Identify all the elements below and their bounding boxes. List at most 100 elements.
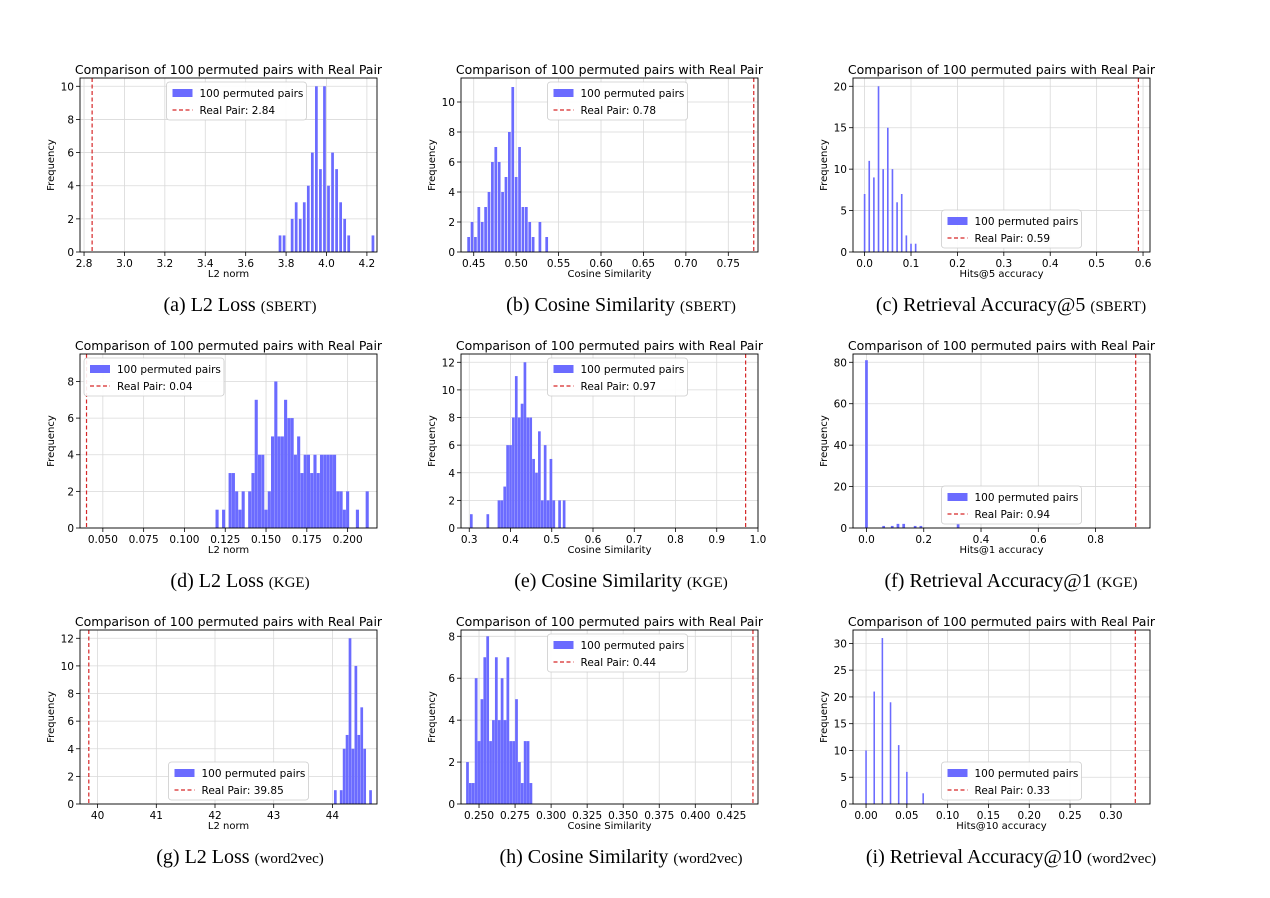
x-tick-label: 0.0 (856, 258, 873, 270)
histogram-bar (371, 235, 375, 252)
x-tick-label: 0.400 (680, 810, 710, 822)
legend: 100 permuted pairs Real Pair: 0.33 (941, 761, 1082, 801)
histogram-bar (313, 454, 317, 528)
x-tick-label: 0.0 (858, 534, 875, 546)
histogram-bar (483, 657, 487, 804)
y-tick-label: 4 (67, 744, 74, 756)
chart-title: Comparison of 100 permuted pairs with Re… (456, 614, 764, 629)
histogram-bar (900, 194, 903, 252)
x-tick-label: 0.00 (854, 810, 877, 822)
histogram-bar (520, 403, 524, 528)
y-tick-label: 4 (67, 181, 74, 193)
histogram-bar (914, 243, 917, 252)
y-axis-label: Frequency (46, 139, 57, 191)
histogram-bar (922, 793, 924, 804)
histogram-bar (319, 169, 322, 252)
y-tick-label: 10 (442, 385, 455, 397)
histogram-bar (294, 202, 298, 252)
x-tick-label: 0.275 (500, 810, 530, 822)
y-tick-label: 4 (448, 715, 455, 727)
histogram-bar (287, 418, 291, 528)
histogram-bar (360, 707, 364, 804)
caption-sub: (word2vec) (1087, 851, 1156, 867)
histogram-bar (339, 790, 343, 804)
histogram-bar (905, 235, 908, 252)
x-tick-label: 0.05 (895, 810, 918, 822)
y-tick-label: 20 (834, 482, 847, 494)
histogram-bar (323, 454, 327, 528)
y-tick-label: 2 (448, 217, 455, 229)
chart-title: Comparison of 100 permuted pairs with Re… (848, 338, 1156, 353)
legend-label-hist: 100 permuted pairs (202, 768, 306, 780)
histogram-bar (319, 454, 324, 528)
histogram-bar (509, 741, 513, 804)
y-tick-label: 15 (834, 123, 847, 135)
x-tick-label: 0.425 (716, 810, 746, 822)
x-tick-label: 0.050 (88, 534, 118, 546)
legend-box (547, 81, 688, 121)
chart-title: Comparison of 100 permuted pairs with Re… (848, 62, 1156, 77)
histogram-bar (886, 127, 889, 252)
subfigure-caption: (f) Retrieval Accuracy@1 (KGE) (884, 570, 1137, 592)
chart-title: Comparison of 100 permuted pairs with Re… (848, 614, 1156, 629)
caption-main: (a) L2 Loss (164, 294, 256, 316)
y-tick-label: 2 (67, 771, 74, 783)
histogram-bar (331, 152, 334, 252)
histogram-bar (891, 169, 894, 252)
legend: 100 permuted pairs Real Pair: 0.04 (83, 357, 225, 397)
histogram-bar (514, 177, 518, 252)
histogram-bar (562, 500, 566, 528)
y-tick-label: 0 (448, 523, 455, 535)
histogram-bar (489, 741, 492, 804)
histogram-bar (274, 381, 278, 528)
x-tick-label: 43 (267, 810, 280, 822)
histogram-bar (538, 431, 541, 528)
x-tick-label: 40 (91, 810, 104, 822)
y-tick-label: 10 (442, 97, 455, 109)
caption-sub: (SBERT) (261, 299, 317, 315)
histogram-bar (486, 514, 490, 528)
x-tick-label: 3.4 (197, 258, 214, 270)
histogram-bar (882, 525, 886, 528)
histogram-bar (521, 207, 525, 252)
axes-frame (460, 77, 759, 253)
histogram-bar (298, 218, 302, 252)
histogram-bar (896, 202, 898, 252)
legend-label-hist: 100 permuted pairs (975, 768, 1079, 780)
y-tick-label: 5 (840, 772, 847, 784)
histogram-bar (535, 472, 538, 528)
legend-label-real-pair: Real Pair: 0.78 (581, 105, 657, 117)
histogram-bar (357, 734, 361, 804)
x-tick-label: 0.6 (1135, 258, 1152, 270)
histogram-bar (511, 87, 515, 252)
histogram-bar (469, 514, 473, 528)
histogram-bar (466, 762, 469, 804)
legend-label-real-pair: Real Pair: 0.97 (581, 381, 657, 393)
legend-label-real-pair: Real Pair: 0.59 (975, 233, 1051, 245)
histogram-bar (329, 454, 333, 528)
caption-main: (h) Cosine Similarity (499, 846, 668, 868)
histogram-bar (241, 491, 245, 528)
x-tick-label: 0.10 (936, 810, 959, 822)
x-tick-label: 0.75 (717, 258, 740, 270)
x-tick-label: 1.0 (750, 534, 767, 546)
x-tick-label: 0.350 (608, 810, 638, 822)
y-axis-label: Frequency (46, 691, 57, 743)
legend: 100 permuted pairs Real Pair: 39.85 (168, 761, 309, 801)
legend-label-real-pair: Real Pair: 2.84 (200, 105, 276, 117)
histogram-bar (474, 678, 478, 804)
histogram-bar (546, 500, 550, 528)
histogram-bar (323, 86, 326, 253)
histogram-bar (524, 207, 528, 252)
x-axis-label: Cosine Similarity (567, 545, 651, 556)
histogram-bar (290, 418, 294, 528)
legend-label-hist: 100 permuted pairs (117, 364, 221, 376)
histogram-bar (235, 491, 239, 528)
y-tick-label: 6 (67, 413, 74, 425)
legend-label-hist: 100 permuted pairs (581, 364, 685, 376)
histogram-bar (500, 500, 504, 528)
histogram-bar (517, 417, 521, 528)
histogram-bar (497, 720, 501, 804)
histogram-bar (306, 454, 311, 528)
x-tick-label: 0.60 (589, 258, 612, 270)
